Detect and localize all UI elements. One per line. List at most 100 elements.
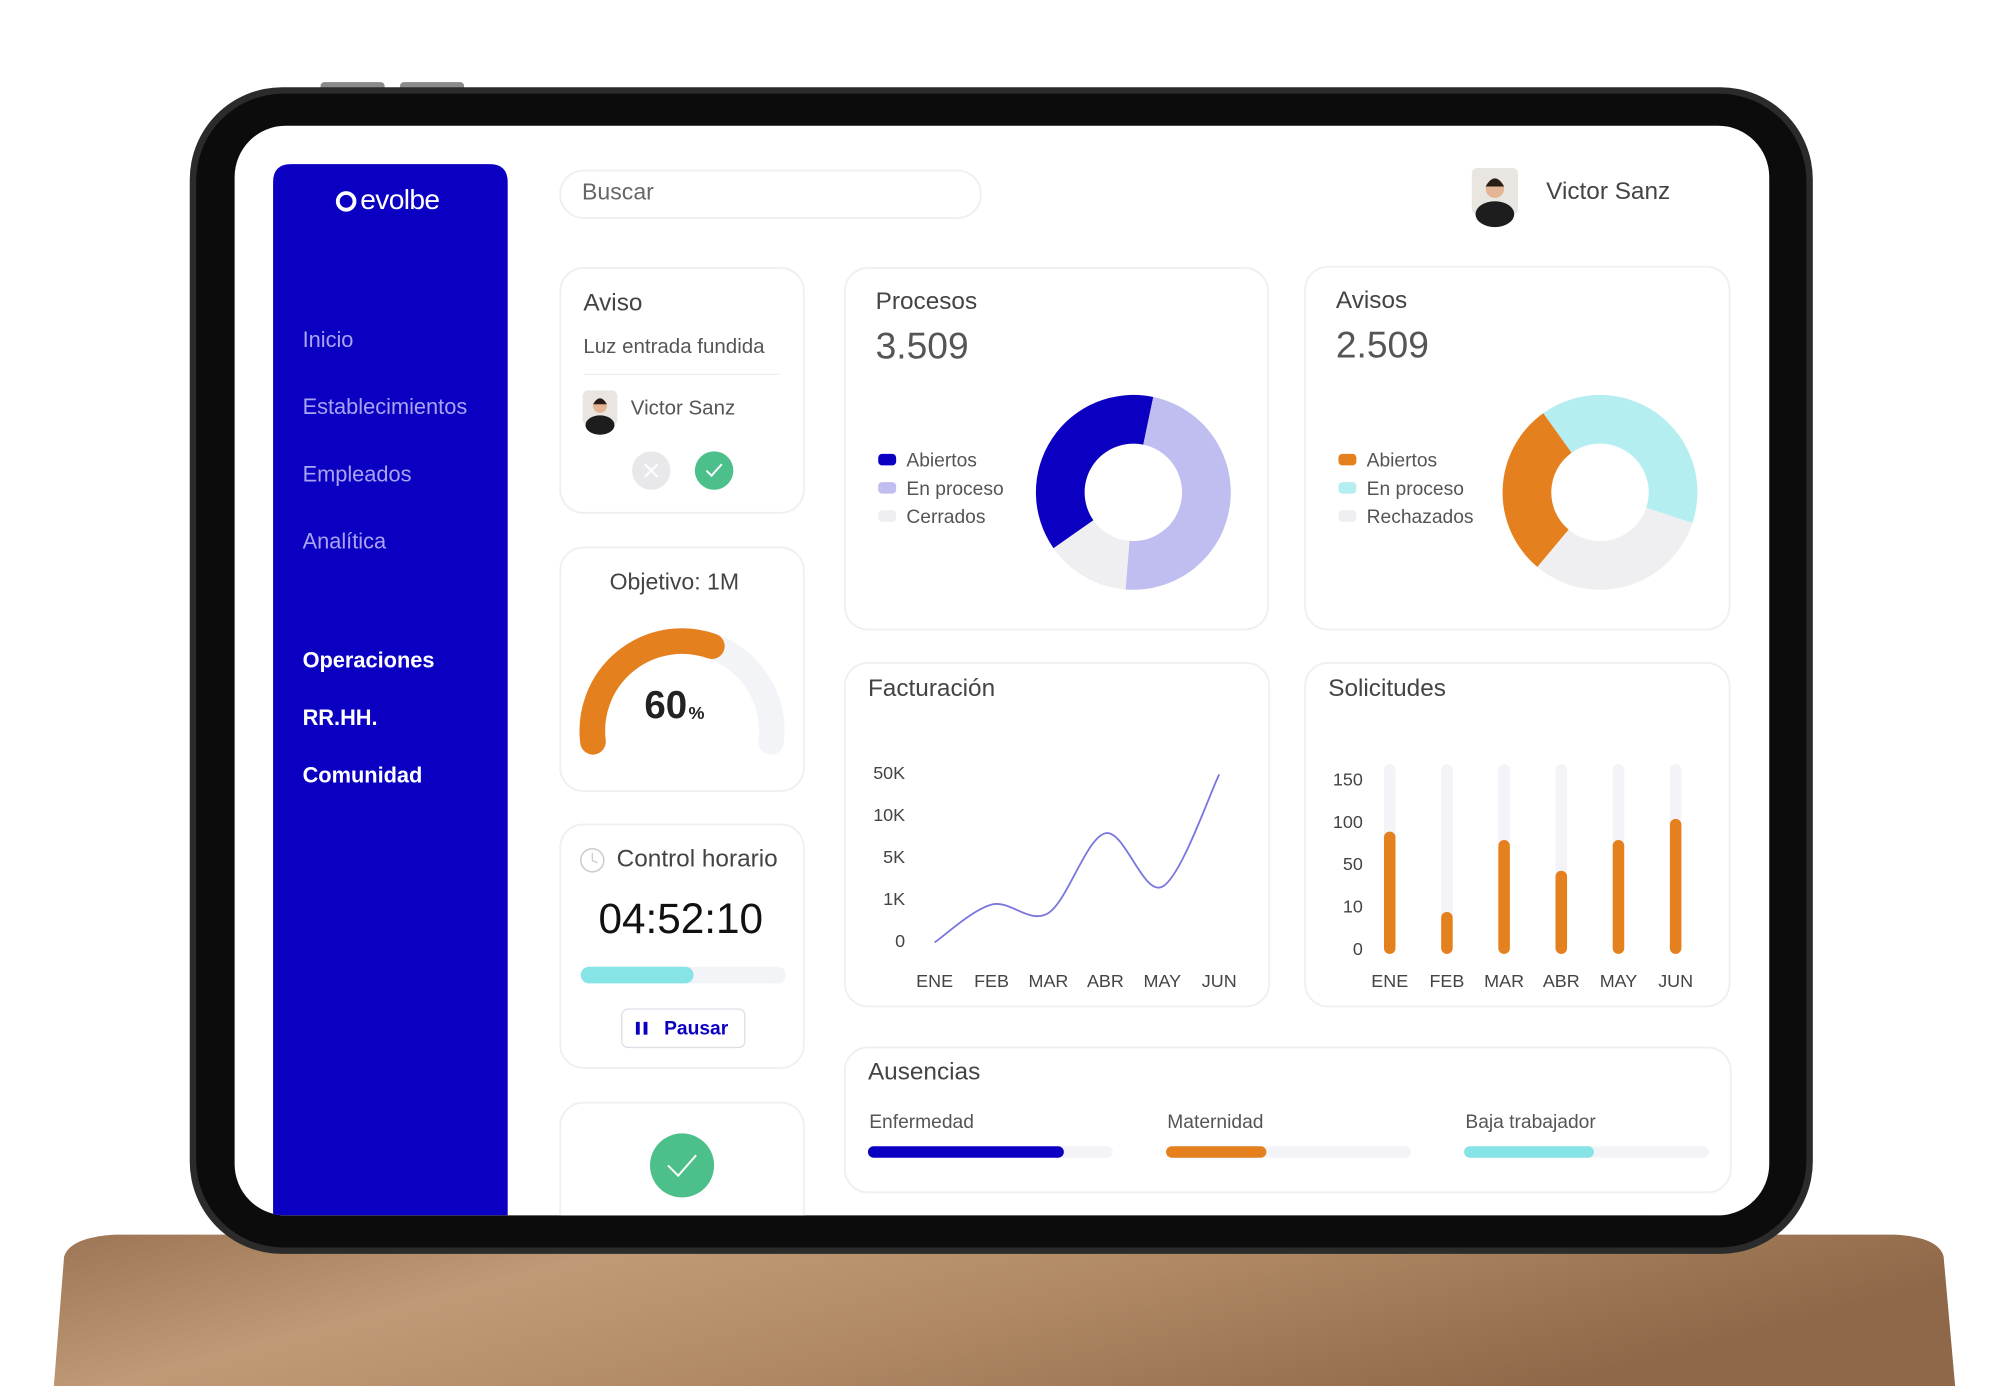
bar-track	[1441, 764, 1453, 954]
legend-swatch	[1338, 482, 1357, 494]
bar	[1612, 840, 1625, 954]
legend-swatch	[1338, 453, 1357, 466]
chart-title: Avisos	[1336, 287, 1407, 314]
legend-label: Cerrados	[906, 507, 985, 528]
y-tick-label: 0	[1353, 939, 1363, 959]
bar	[1669, 818, 1682, 954]
absence-bar	[1464, 1146, 1594, 1158]
legend-label: Rechazados	[1367, 507, 1474, 528]
donut-segment	[1537, 507, 1693, 590]
x-tick-label: JUN	[1202, 971, 1237, 991]
chart-title: Facturación	[868, 675, 995, 702]
progress-fill	[580, 966, 694, 984]
chart-total: 2.509	[1336, 323, 1429, 365]
x-tick-label: MAY	[1144, 971, 1182, 991]
nav-item[interactable]: Analítica	[303, 529, 387, 554]
logo: evolbe	[360, 183, 439, 215]
donut-segment	[1502, 413, 1572, 567]
chart-total: 3.509	[876, 325, 969, 367]
nav-item[interactable]: Empleados	[303, 461, 412, 486]
pause-icon	[635, 1021, 640, 1035]
legend-label: Abiertos	[1367, 451, 1438, 472]
search-placeholder: Buscar	[582, 179, 654, 205]
card-title: Control horario	[617, 846, 778, 873]
x-tick-label: FEB	[1429, 971, 1464, 991]
line-series	[934, 774, 1221, 944]
avatar-body	[1475, 201, 1515, 228]
card	[559, 546, 805, 793]
avatar	[582, 390, 618, 435]
x-tick-label: MAY	[1600, 971, 1638, 991]
accept-button[interactable]	[694, 451, 734, 490]
accept-icon	[705, 463, 723, 478]
done-icon	[667, 1154, 697, 1178]
card	[559, 823, 805, 1069]
y-tick-label: 100	[1333, 812, 1363, 832]
bar	[1498, 840, 1510, 954]
absence-bar	[867, 1146, 1064, 1158]
clock-icon	[580, 848, 605, 873]
avatar	[1471, 168, 1518, 228]
aviso-message: Luz entrada fundida	[583, 335, 765, 358]
absence-bar	[1166, 1146, 1267, 1158]
x-tick-label: ENE	[1371, 971, 1408, 991]
timer: 04:52:10	[598, 895, 763, 942]
donut-segment	[1035, 394, 1154, 549]
gauge-unit: %	[688, 703, 704, 723]
bar	[1441, 911, 1453, 954]
legend-label: En proceso	[906, 479, 1003, 500]
absence-label: Baja trabajador	[1465, 1112, 1596, 1133]
donut-segment	[1543, 394, 1698, 524]
stand	[53, 1234, 1956, 1386]
legend-label: Abiertos	[906, 451, 977, 472]
nav-section[interactable]: Operaciones	[303, 647, 435, 672]
nav-item[interactable]: Inicio	[303, 327, 354, 352]
absence-label: Maternidad	[1167, 1112, 1263, 1133]
legend-swatch	[1338, 510, 1357, 522]
x-tick-label: ENE	[916, 971, 953, 991]
y-tick-label: 0	[895, 931, 905, 951]
pause-button[interactable]	[621, 1008, 746, 1049]
avatar-hair	[593, 398, 607, 405]
x-tick-label: MAR	[1484, 971, 1524, 991]
reject-icon	[644, 463, 659, 478]
pause-label[interactable]: Pausar	[664, 1019, 729, 1040]
y-tick-label: 150	[1333, 770, 1363, 790]
pause-icon	[643, 1021, 648, 1035]
nav-section[interactable]: Comunidad	[303, 763, 423, 788]
card	[1304, 661, 1731, 1008]
x-tick-label: ABR	[1543, 971, 1580, 991]
logo-icon	[335, 191, 357, 212]
card	[843, 661, 1271, 1008]
chart-title: Procesos	[876, 288, 977, 315]
gauge-label: 60	[644, 684, 687, 727]
x-tick-label: ABR	[1087, 971, 1124, 991]
avatar-body	[585, 415, 615, 435]
user-name[interactable]: Victor Sanz	[1546, 178, 1670, 205]
legend-label: En proceso	[1367, 479, 1464, 500]
y-tick-label: 5K	[883, 847, 905, 867]
nav-item[interactable]: Establecimientos	[303, 394, 468, 419]
y-tick-label: 50	[1343, 854, 1363, 874]
search-box[interactable]	[559, 169, 982, 219]
card-title: Aviso	[583, 289, 642, 316]
sidebar	[273, 164, 508, 1216]
y-tick-label: 10K	[873, 805, 905, 825]
donut-segment	[1125, 396, 1231, 590]
nav-section[interactable]: RR.HH.	[303, 705, 378, 730]
legend-swatch	[878, 482, 897, 494]
gauge-value	[579, 628, 725, 755]
y-tick-label: 1K	[883, 889, 905, 909]
donut-segment	[1053, 520, 1130, 590]
x-tick-label: FEB	[974, 971, 1009, 991]
avatar-hair	[1485, 178, 1505, 187]
bar	[1383, 831, 1396, 954]
absence-label: Enfermedad	[869, 1112, 974, 1133]
card-title: Objetivo: 1M	[610, 568, 739, 594]
done-badge	[650, 1133, 715, 1198]
x-tick-label: JUN	[1658, 971, 1693, 991]
legend-swatch	[878, 453, 897, 466]
chart-title: Solicitudes	[1328, 675, 1446, 702]
